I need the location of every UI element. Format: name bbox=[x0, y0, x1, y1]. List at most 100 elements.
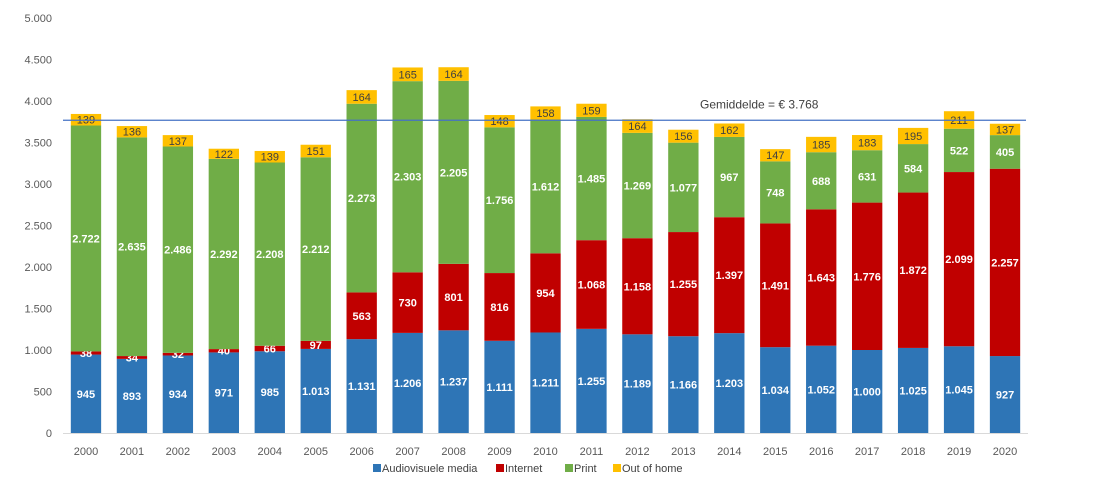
data-label-internet: 801 bbox=[444, 292, 462, 304]
bar-segment-out-of-home bbox=[622, 119, 653, 133]
data-label-out-of-home: 162 bbox=[720, 125, 738, 137]
data-label-out-of-home: 148 bbox=[490, 116, 508, 128]
data-label-print: 688 bbox=[812, 176, 830, 188]
bar-segment-internet bbox=[897, 192, 929, 348]
bar-segment-audiovisuele-media bbox=[438, 330, 469, 433]
data-label-print: 2.208 bbox=[256, 249, 284, 261]
data-label-print: 631 bbox=[858, 171, 876, 183]
bar-group-2012: 1.189 1.158 1.269 164 bbox=[622, 119, 653, 433]
data-label-audiovisuele-media: 1.189 bbox=[624, 379, 652, 391]
x-tick-label: 2016 bbox=[809, 446, 833, 458]
bar-group-2018: 1.025 1.872 584 195 bbox=[897, 127, 929, 433]
data-label-audiovisuele-media: 1.034 bbox=[761, 385, 789, 397]
bar-segment-audiovisuele-media bbox=[530, 332, 561, 433]
bar-segment-internet bbox=[208, 349, 239, 353]
bar-segment-out-of-home bbox=[484, 115, 515, 128]
bar-group-2011: 1.255 1.068 1.485 159 bbox=[576, 103, 607, 433]
data-label-out-of-home: 151 bbox=[307, 146, 325, 158]
data-label-print: 1.756 bbox=[486, 195, 514, 207]
data-label-print: 1.485 bbox=[578, 174, 606, 186]
data-label-out-of-home: 164 bbox=[444, 69, 462, 81]
y-tick-label: 3.500 bbox=[24, 138, 52, 150]
bar-segment-audiovisuele-media bbox=[484, 340, 515, 433]
data-label-audiovisuele-media: 1.045 bbox=[945, 385, 973, 397]
data-label-internet: 1.068 bbox=[578, 280, 606, 292]
data-label-audiovisuele-media: 1.203 bbox=[716, 378, 744, 390]
x-tick-label: 2017 bbox=[855, 446, 879, 458]
data-label-audiovisuele-media: 1.025 bbox=[899, 385, 927, 397]
bar-segment-out-of-home bbox=[162, 135, 194, 147]
data-label-audiovisuele-media: 1.000 bbox=[853, 387, 881, 399]
bar-segment-audiovisuele-media bbox=[576, 328, 607, 433]
bar-segment-audiovisuele-media bbox=[346, 339, 377, 433]
bar-segment-internet bbox=[806, 209, 837, 346]
bar-segment-print bbox=[668, 142, 699, 233]
bar-segment-out-of-home bbox=[116, 126, 148, 138]
data-label-out-of-home: 147 bbox=[766, 150, 784, 162]
bar-segment-audiovisuele-media bbox=[806, 345, 837, 433]
bar-segment-internet bbox=[392, 272, 423, 333]
data-label-internet: 2.099 bbox=[945, 254, 973, 266]
bar-segment-print bbox=[530, 119, 561, 254]
bar-segment-audiovisuele-media bbox=[392, 332, 423, 433]
bar-group-2010: 1.211 954 1.612 158 bbox=[530, 106, 561, 433]
legend: Audiovisuele media Internet Print Out of ho… bbox=[373, 463, 683, 475]
bar-segment-audiovisuele-media bbox=[897, 347, 929, 433]
bar-segment-internet bbox=[530, 253, 561, 333]
bar-group-2004: 985 66 2.208 139 bbox=[254, 150, 285, 433]
bar-segment-print bbox=[989, 135, 1021, 169]
x-tick-label: 2015 bbox=[763, 446, 787, 458]
bar-group-2016: 1.052 1.643 688 185 bbox=[806, 136, 837, 433]
legend-label-out-of-home: Out of home bbox=[622, 463, 683, 475]
data-label-internet: 97 bbox=[310, 340, 322, 352]
average-label: Gemiddelde = € 3.768 bbox=[700, 97, 819, 111]
bar-group-2013: 1.166 1.255 1.077 156 bbox=[668, 129, 699, 433]
bar-segment-print bbox=[714, 136, 745, 218]
legend-swatch-out-of-home bbox=[613, 464, 621, 472]
legend-label-internet: Internet bbox=[505, 463, 542, 475]
bar-segment-internet bbox=[70, 351, 102, 355]
bar-segment-print bbox=[300, 157, 331, 341]
data-label-internet: 816 bbox=[490, 302, 508, 314]
data-label-audiovisuele-media: 945 bbox=[77, 389, 95, 401]
bar-segment-out-of-home bbox=[852, 135, 883, 151]
bar-group-2008: 1.237 801 2.205 164 bbox=[438, 67, 469, 433]
bar-segment-internet bbox=[668, 232, 699, 337]
data-label-out-of-home: 195 bbox=[904, 131, 922, 143]
data-label-audiovisuele-media: 1.052 bbox=[807, 384, 835, 396]
x-tick-label: 2014 bbox=[717, 446, 741, 458]
data-label-audiovisuele-media: 1.211 bbox=[532, 378, 559, 390]
bar-segment-print bbox=[576, 116, 607, 241]
bar-segment-internet bbox=[254, 345, 285, 352]
bar-segment-out-of-home bbox=[438, 67, 469, 81]
bar-group-2006: 1.131 563 2.273 164 bbox=[346, 90, 377, 433]
bar-group-2015: 1.034 1.491 748 147 bbox=[760, 149, 791, 433]
x-tick-label: 2010 bbox=[533, 446, 557, 458]
bar-group-2009: 1.111 816 1.756 148 bbox=[484, 115, 515, 433]
data-label-print: 2.486 bbox=[164, 245, 192, 257]
bar-segment-internet bbox=[852, 202, 883, 350]
data-label-audiovisuele-media: 927 bbox=[996, 390, 1014, 402]
bar-group-2005: 1.013 97 2.212 151 bbox=[300, 144, 331, 433]
bar-segment-print bbox=[254, 162, 285, 346]
bar-segment-audiovisuele-media bbox=[254, 351, 285, 433]
y-tick-label: 2.500 bbox=[24, 221, 52, 233]
data-label-print: 1.077 bbox=[670, 182, 698, 194]
data-label-out-of-home: 158 bbox=[536, 108, 554, 120]
data-label-audiovisuele-media: 1.237 bbox=[440, 377, 468, 389]
x-tick-label: 2008 bbox=[441, 446, 465, 458]
data-label-internet: 563 bbox=[353, 311, 371, 323]
data-label-out-of-home: 164 bbox=[628, 121, 646, 133]
data-label-internet: 730 bbox=[398, 298, 416, 310]
bar-segment-internet bbox=[714, 217, 745, 334]
bar-segment-out-of-home bbox=[668, 129, 699, 143]
x-tick-label: 2006 bbox=[349, 446, 373, 458]
bar-segment-audiovisuele-media bbox=[943, 346, 975, 433]
bar-segment-audiovisuele-media bbox=[714, 333, 745, 433]
bar-segment-out-of-home bbox=[576, 103, 607, 117]
bar-segment-print bbox=[760, 161, 791, 224]
data-label-print: 584 bbox=[904, 163, 923, 175]
data-label-audiovisuele-media: 1.206 bbox=[394, 378, 422, 390]
